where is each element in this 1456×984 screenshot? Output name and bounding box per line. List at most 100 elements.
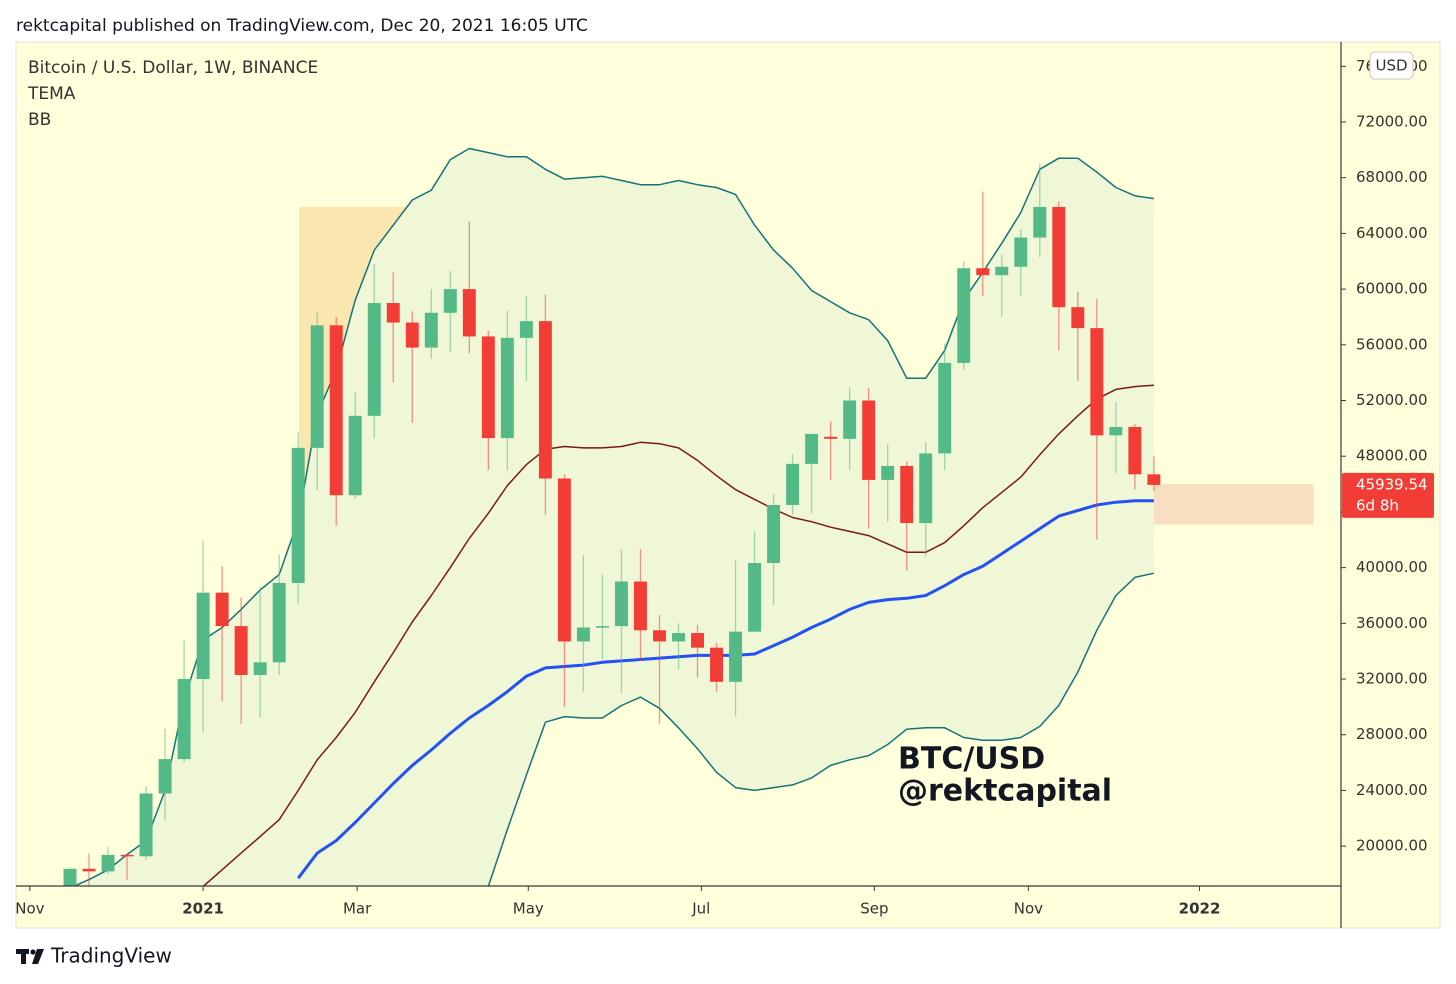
- footer-logo: [16, 949, 44, 964]
- candle-body: [576, 627, 590, 642]
- y-tick-label: 56000.00: [1356, 335, 1428, 353]
- candle-body: [805, 433, 819, 464]
- candle-body: [957, 268, 971, 363]
- last-price-box: [1342, 472, 1434, 518]
- candle-body: [1128, 426, 1142, 475]
- candle-body: [557, 478, 571, 642]
- last-price-label: 45939.54: [1356, 475, 1428, 493]
- candle-body: [405, 322, 419, 348]
- candle-body: [862, 400, 876, 480]
- plot-area: [63, 147, 1314, 886]
- candle-body: [614, 581, 628, 627]
- band-lower: [487, 572, 1155, 886]
- candle-body: [1052, 206, 1066, 308]
- footer-brand: TradingView: [50, 944, 172, 968]
- y-tick-label: 40000.00: [1356, 558, 1428, 576]
- candle-body: [443, 289, 457, 313]
- candle-body: [1014, 237, 1028, 267]
- x-tick-label: Jul: [691, 900, 710, 918]
- y-tick-label: 24000.00: [1356, 781, 1428, 799]
- candle-body: [938, 362, 952, 454]
- header-text: rektcapital published on TradingView.com…: [16, 16, 588, 36]
- candle-body: [786, 463, 800, 505]
- y-tick-label: 68000.00: [1356, 168, 1428, 186]
- candle-body: [729, 631, 743, 682]
- candle-body: [595, 626, 609, 628]
- candle-body: [843, 400, 857, 439]
- candle-body: [177, 679, 191, 760]
- candle-body: [519, 321, 533, 338]
- candle-body: [348, 415, 362, 496]
- candle-body: [234, 626, 248, 675]
- watermark-text: @rektcapital: [898, 774, 1112, 809]
- candle-body: [1147, 474, 1161, 485]
- tema-line: [297, 499, 1154, 880]
- candle-body: [481, 336, 495, 439]
- candle-body: [329, 325, 343, 496]
- logo-part: [21, 949, 26, 964]
- candle-body: [139, 793, 153, 857]
- overlay: BTC/USD@rektcapital Bitcoin / U.S. Dollar…: [27, 58, 1112, 809]
- candle-body: [120, 854, 134, 857]
- candle-body: [748, 563, 762, 632]
- currency-label: USD: [1375, 57, 1407, 75]
- candle-body: [462, 289, 476, 337]
- candle-body: [500, 337, 514, 439]
- logo-part: [30, 949, 36, 955]
- candle-body: [63, 868, 77, 886]
- candle-body: [291, 447, 305, 583]
- countdown-label: 6d 8h: [1356, 496, 1399, 514]
- band-fill: [74, 148, 1154, 886]
- candle-body: [881, 465, 895, 480]
- watermark-text: BTC/USD: [898, 742, 1045, 777]
- legend-entry: TEMA: [27, 84, 76, 104]
- candle-body: [1109, 426, 1123, 436]
- y-tick-label: 60000.00: [1356, 280, 1428, 298]
- axes: 20000.00 24000.00 28000.00 32000.00 36000.00…: [15, 42, 1434, 928]
- x-tick-label: May: [513, 900, 544, 918]
- logo-part: [32, 949, 44, 964]
- y-tick-label: 20000.00: [1356, 837, 1428, 855]
- candle-body: [995, 266, 1009, 276]
- candle-body: [158, 759, 172, 794]
- y-tick-label: 48000.00: [1356, 447, 1428, 465]
- x-tick-label: Mar: [343, 900, 372, 918]
- legend-entry: BB: [28, 110, 51, 130]
- candle-body: [1033, 206, 1047, 238]
- candle-body: [672, 633, 685, 642]
- legend-title: Bitcoin / U.S. Dollar, 1W, BINANCE: [28, 58, 318, 78]
- candle-body: [691, 633, 704, 648]
- y-tick-label: 32000.00: [1356, 670, 1428, 688]
- candle-body: [538, 321, 552, 479]
- candle-body: [976, 268, 990, 276]
- candle-body: [367, 303, 381, 416]
- y-tick-label: 36000.00: [1356, 614, 1428, 632]
- band-basis: [202, 384, 1154, 886]
- band-upper: [72, 147, 1155, 886]
- candle-body: [272, 582, 286, 663]
- x-tick-label: Nov: [1014, 900, 1043, 918]
- candle-body: [1071, 307, 1085, 329]
- candle-body: [1090, 328, 1104, 436]
- x-tick-label: 2022: [1179, 900, 1221, 918]
- y-tick-label: 52000.00: [1356, 391, 1428, 409]
- candle-body: [215, 592, 229, 627]
- candle-body: [824, 436, 838, 439]
- candle-body: [424, 312, 438, 348]
- currency-button: [1369, 51, 1414, 80]
- x-tick-label: Sep: [860, 900, 888, 918]
- candle-body: [253, 662, 267, 675]
- y-tick-label: 28000.00: [1356, 725, 1428, 743]
- candle-body: [767, 504, 781, 564]
- candle-body: [919, 453, 933, 524]
- x-tick-label: 2021: [182, 900, 224, 918]
- x-tick-label: Nov: [15, 900, 44, 918]
- y-tick-label: 64000.00: [1356, 224, 1428, 242]
- candle-body: [82, 868, 96, 872]
- candle-body: [101, 854, 115, 872]
- candle-body: [634, 581, 647, 631]
- y-tick-label: 72000.00: [1356, 113, 1428, 131]
- candle-body: [386, 303, 400, 323]
